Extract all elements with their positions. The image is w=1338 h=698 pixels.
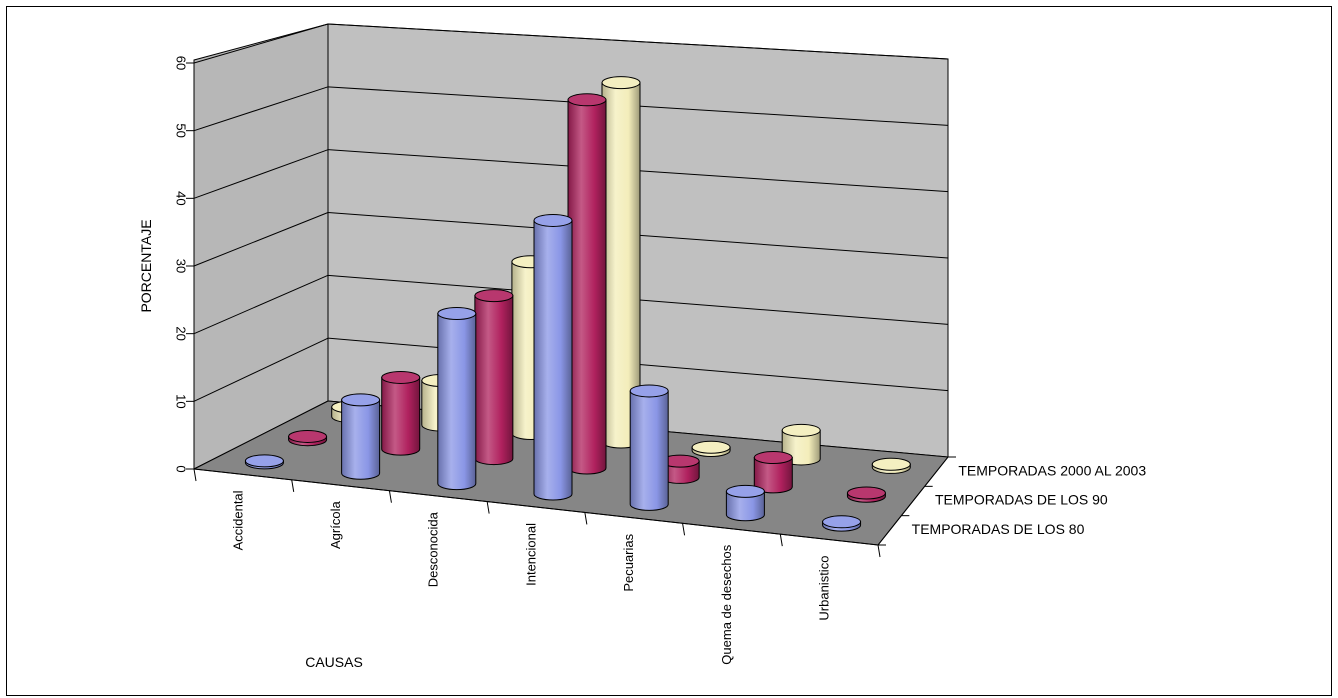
y-tick-label: 20 <box>174 326 189 340</box>
cylinder-top <box>437 306 477 320</box>
cylinder-bar <box>691 440 731 457</box>
y-tick-label: 50 <box>174 123 189 137</box>
cylinder-top <box>474 289 514 303</box>
cylinder-body <box>474 295 514 466</box>
category-label: Accidental <box>230 490 245 550</box>
cylinders <box>244 76 911 532</box>
category-labels: Accidental Agrícola Desconocida Intencional… <box>193 468 881 665</box>
cylinder-bar <box>725 484 765 522</box>
x-axis-line <box>193 468 879 546</box>
cylinder-top <box>846 486 886 500</box>
x-tick-mark <box>193 468 197 482</box>
cylinder-top <box>381 370 421 384</box>
cylinder-top <box>567 93 607 107</box>
category-label: Intencional <box>523 523 538 586</box>
category-label: Urbanistico <box>817 556 832 621</box>
cylinder-top <box>601 76 641 90</box>
gridline <box>193 23 329 64</box>
cylinder-top <box>781 423 821 437</box>
x-tick-mark <box>291 479 295 492</box>
cylinder-bar <box>437 306 477 491</box>
cylinder-top <box>288 429 328 443</box>
cylinder-top <box>244 454 284 468</box>
cylinder-top <box>341 393 381 407</box>
y-tick-label: 60 <box>174 56 189 70</box>
cylinder-bar <box>244 454 284 470</box>
x-tick-mark <box>877 544 881 558</box>
gridline <box>193 86 329 132</box>
y-tick-label: 0 <box>174 465 189 472</box>
cylinder-top <box>822 515 862 529</box>
cylinder-bar <box>533 213 573 501</box>
side-wall <box>193 23 329 470</box>
cylinder-body <box>629 390 669 511</box>
series-label: TEMPORADAS 2000 AL 2003 <box>958 462 1146 478</box>
series-label: TEMPORADAS DE LOS 80 <box>912 521 1085 537</box>
cylinder-bar <box>474 289 514 466</box>
category-label: Agrícola <box>328 501 343 549</box>
y-ticks: 0 10 20 30 40 50 60 <box>174 56 194 473</box>
series-label: TEMPORADAS DE LOS 90 <box>935 492 1108 508</box>
cylinder-body <box>567 99 607 475</box>
series-labels: TEMPORADAS DE LOS 80 TEMPORADAS DE LOS 90… <box>878 456 1146 546</box>
cylinder-top <box>725 484 765 498</box>
cylinder-bar <box>871 457 911 474</box>
category-label: Desconocida <box>426 511 441 587</box>
cylinder-top <box>691 440 731 454</box>
cylinder-bar <box>341 393 381 480</box>
cylinder-bar <box>567 93 607 475</box>
category-label: Quema de desechos <box>719 544 734 664</box>
x-tick-mark <box>779 534 783 547</box>
x-tick-mark <box>486 501 490 514</box>
cylinder-bar <box>381 370 421 456</box>
cylinder-bar <box>288 429 328 447</box>
cylinder-bar <box>753 451 793 494</box>
cylinder-top <box>533 213 573 227</box>
cylinder-top <box>753 451 793 465</box>
depth-axis-line <box>877 456 949 546</box>
y-tick-label: 40 <box>174 191 189 205</box>
cylinder-body <box>341 399 381 480</box>
cylinder-bar <box>846 486 886 503</box>
cylinder-bar <box>660 454 700 484</box>
cylinder-body <box>725 490 765 522</box>
x-tick-mark <box>584 512 588 525</box>
y-tick-label: 10 <box>174 394 189 408</box>
y-axis-label: PORCENTAJE <box>138 219 154 312</box>
cylinder-body <box>381 376 421 456</box>
x-axis-label: CAUSAS <box>305 654 363 670</box>
gridline <box>327 23 949 60</box>
gridline <box>193 149 329 199</box>
category-label: Pecuarias <box>621 533 636 591</box>
cylinder-body <box>437 312 477 491</box>
gridline <box>193 212 329 267</box>
cylinder-bar <box>822 515 862 532</box>
cylinder-top <box>871 457 911 471</box>
cylinder-bar <box>629 384 669 511</box>
cylinder-top <box>629 384 669 398</box>
y-tick-label: 30 <box>174 259 189 273</box>
gridline <box>193 337 329 402</box>
x-tick-mark <box>682 523 686 536</box>
gridline <box>193 274 329 335</box>
cylinder-body <box>533 219 573 501</box>
x-tick-mark <box>388 490 392 503</box>
